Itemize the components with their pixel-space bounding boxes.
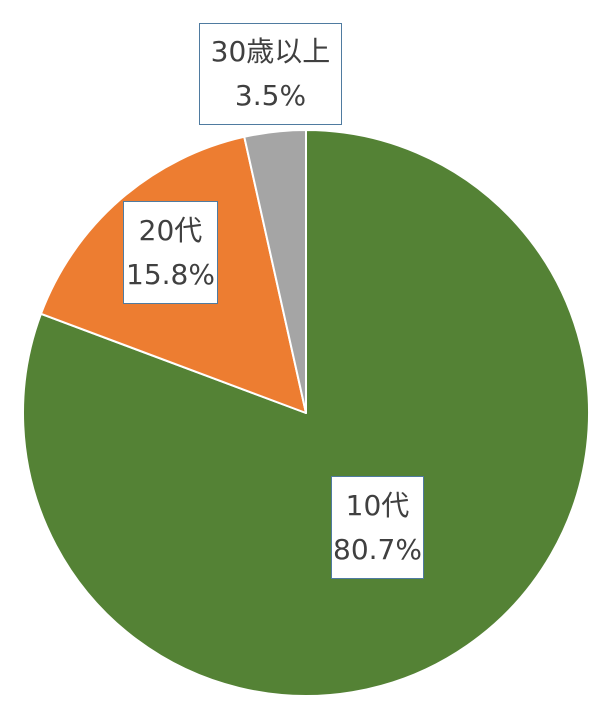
slice-label-30-plus-percent: 3.5% xyxy=(234,79,307,112)
slice-label-10s-name: 10代 xyxy=(345,488,410,522)
slice-label-30-plus-name: 30歳以上 xyxy=(210,35,331,68)
slice-label-20s-percent: 15.8% xyxy=(126,257,215,291)
slice-label-20s-name: 20代 xyxy=(138,213,203,247)
slice-label-20s: 20代 15.8% xyxy=(123,201,218,304)
slice-label-30-plus: 30歳以上 3.5% xyxy=(199,23,342,125)
slice-label-10s-percent: 80.7% xyxy=(333,532,422,566)
pie-slice-30-plus xyxy=(243,129,307,414)
slice-label-10s: 10代 80.7% xyxy=(331,476,424,579)
